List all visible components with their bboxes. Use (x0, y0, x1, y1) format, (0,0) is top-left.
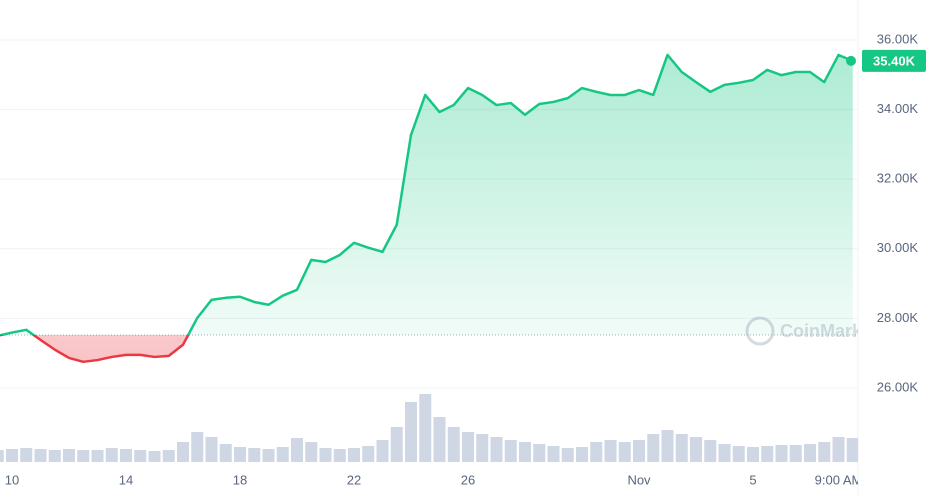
volume-bar (248, 448, 261, 462)
volume-bar (732, 446, 745, 462)
y-tick-label: 34.00K (877, 101, 919, 116)
axis: 26.00K 28.00K 30.00K 32.00K 34.00K 36.00K 35.4… (846, 31, 926, 394)
price-label: 35.40K (873, 53, 916, 68)
volume-bar (234, 447, 246, 462)
volume-bar (162, 450, 175, 462)
volume-bar (120, 449, 132, 462)
volume-bar (576, 447, 588, 462)
y-tick-label: 30.00K (877, 240, 919, 255)
volume-bar (191, 432, 204, 462)
volume-bar (504, 440, 517, 462)
volume-bar (419, 394, 432, 462)
x-tick-label: 26 (461, 472, 475, 487)
volume-bar (376, 440, 389, 462)
price-badge (862, 49, 926, 72)
volume-bar (291, 438, 303, 462)
volume-bar (205, 437, 218, 462)
volume-bar (20, 448, 33, 462)
volume-bar (775, 445, 788, 462)
volume-bar (747, 447, 759, 462)
volume-bar (91, 450, 104, 462)
volume-bar (447, 427, 460, 462)
volume-bar (433, 417, 446, 462)
volume-bar (6, 449, 18, 462)
volume-bar (718, 444, 731, 462)
volume-bar (561, 448, 574, 462)
volume-bar (134, 450, 147, 462)
volume-bar (618, 442, 631, 462)
volume-bar (690, 437, 702, 462)
volume-bar (34, 449, 47, 462)
volume-bar (219, 444, 232, 462)
volume-bar (177, 442, 189, 462)
volume-bar (476, 434, 489, 462)
volume-bar (533, 444, 546, 462)
price-line-up (0, 53, 854, 336)
volume-bar (661, 430, 674, 462)
area-down (0, 335, 853, 362)
x-tick-label: 18 (233, 472, 247, 487)
volume-bar (675, 434, 688, 462)
volume-bar (276, 447, 289, 462)
x-tick-label: 9:00 AM (815, 472, 863, 487)
volume-bar (0, 450, 4, 462)
volume-bar (704, 440, 717, 462)
volume-bar (761, 446, 774, 462)
volume-bar (148, 451, 161, 462)
y-tick-label: 28.00K (877, 310, 919, 325)
volume-bar (333, 449, 346, 462)
volume-bar (547, 446, 560, 462)
x-tick-label: 14 (119, 472, 133, 487)
volume-bar (490, 437, 503, 462)
volume-bar (105, 448, 118, 462)
last-point (846, 55, 856, 66)
x-tick-label: 5 (749, 472, 756, 487)
volume-bar (462, 432, 474, 462)
y-tick-label: 26.00K (877, 379, 919, 394)
volume-bar (63, 449, 75, 462)
volume-bar (77, 450, 90, 462)
volume-bar (519, 442, 531, 462)
x-tick-label: Nov (627, 472, 651, 487)
volume-bar (818, 442, 831, 462)
volume-bar (633, 440, 645, 462)
volume-bar (319, 448, 332, 462)
volume-bar (647, 434, 660, 462)
x-tick-label: 10 (5, 472, 19, 487)
volume-bar (390, 427, 403, 462)
volume-bar (846, 438, 858, 462)
price-line-down (0, 335, 190, 364)
volume-bar (348, 448, 360, 462)
y-tick-label: 32.00K (877, 171, 919, 186)
volume-bar (405, 402, 417, 462)
volume-bar (832, 437, 845, 462)
y-tick-label: 36.00K (877, 31, 919, 46)
volume-bar (262, 449, 275, 462)
volume-bar (362, 446, 375, 462)
plot-area: CoinMarketCap1014182226Nov59:00 AM (0, 39, 863, 487)
volume-bar (305, 442, 318, 462)
volume-bar (789, 445, 802, 462)
volume-bar (604, 440, 617, 462)
volume-bar (48, 450, 61, 462)
area-up (0, 54, 853, 336)
volume-bar (804, 444, 816, 462)
volume-bar (590, 442, 603, 462)
x-tick-label: 22 (347, 472, 361, 487)
